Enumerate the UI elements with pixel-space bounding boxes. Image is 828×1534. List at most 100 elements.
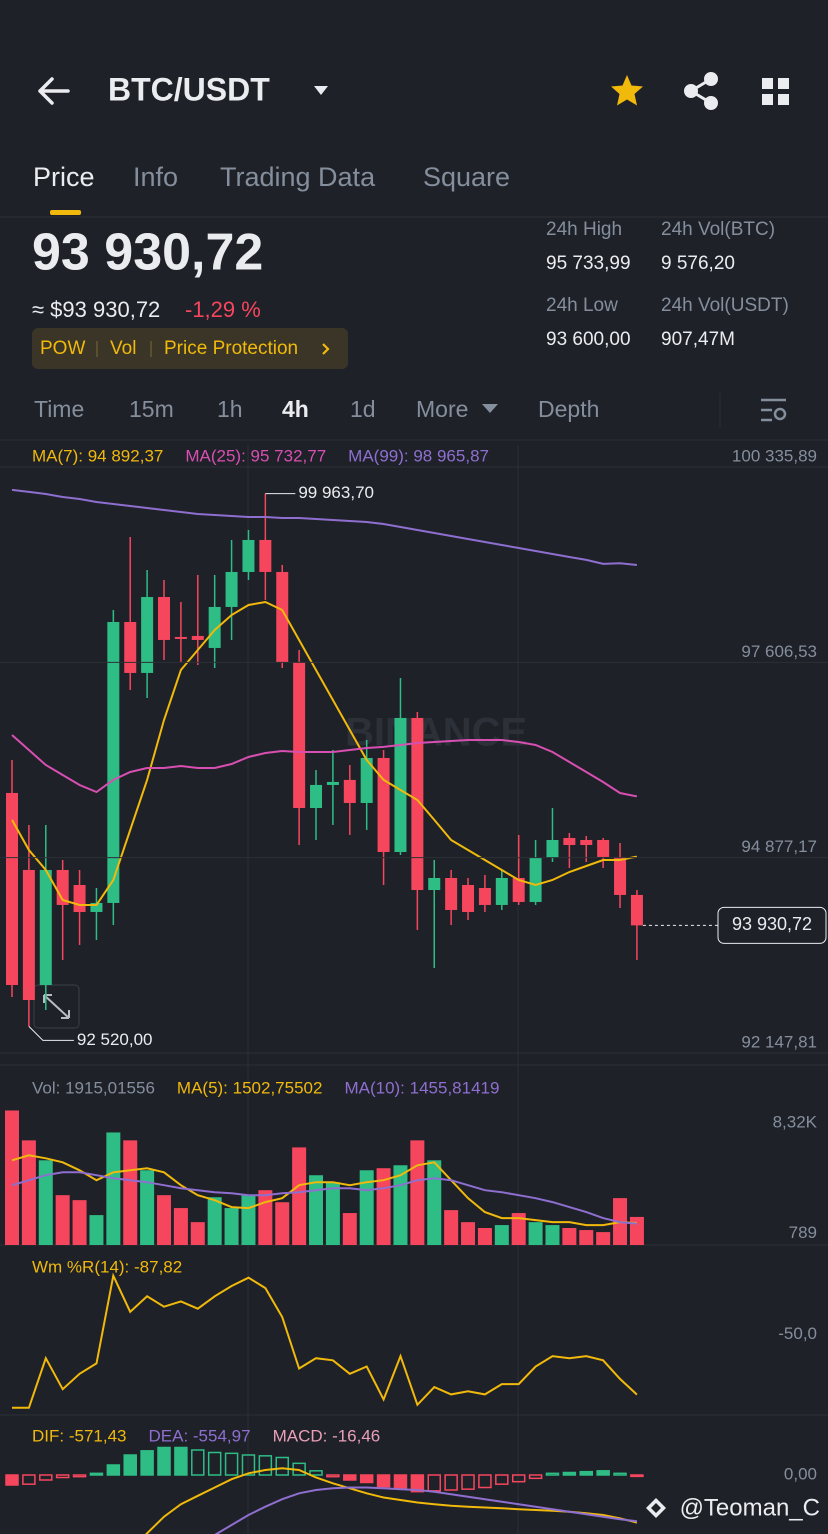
interval[interactable]: 4h xyxy=(282,396,309,422)
volume-bar xyxy=(342,1213,357,1245)
candle-body xyxy=(326,781,339,785)
macd-bar xyxy=(393,1474,408,1490)
macd-bar xyxy=(495,1474,509,1485)
candle-body xyxy=(360,757,373,803)
y-tick-label: 97 606,53 xyxy=(741,642,817,661)
candle-body xyxy=(158,597,171,640)
share-button[interactable] xyxy=(684,72,718,110)
stat-label: 24h Low xyxy=(546,295,618,316)
legend-entry: Wm %R(14): -87,82 xyxy=(32,1257,182,1276)
macd-bar xyxy=(140,1450,154,1476)
interval[interactable]: Time xyxy=(34,396,84,422)
volume-bar xyxy=(528,1222,543,1245)
stat-value: 95 733,99 xyxy=(546,253,631,274)
y-tick-label: -50,0 xyxy=(778,1324,817,1343)
candle-body xyxy=(445,877,458,910)
volume-bar xyxy=(292,1147,307,1245)
volume-bar xyxy=(444,1210,459,1245)
macd-bar xyxy=(224,1452,239,1476)
interval[interactable]: Depth xyxy=(538,396,599,422)
candle-body xyxy=(293,661,306,808)
pair-title[interactable]: BTC/USDT xyxy=(108,71,270,107)
volume-bar xyxy=(562,1228,577,1245)
tab[interactable]: Trading Data xyxy=(220,162,376,192)
candle-body xyxy=(107,621,120,903)
candle-body xyxy=(124,621,137,673)
candle-body xyxy=(597,839,610,857)
tab[interactable]: Square xyxy=(423,162,510,192)
volume-bar xyxy=(461,1222,476,1245)
tag-bar[interactable] xyxy=(32,328,348,369)
stat-label: 24h High xyxy=(546,219,622,240)
macd-bar xyxy=(326,1474,340,1478)
indicator-line xyxy=(11,1154,637,1227)
macd-bar xyxy=(562,1471,577,1476)
panel xyxy=(5,1446,644,1534)
macd-bar xyxy=(275,1456,289,1476)
volume-bar xyxy=(106,1132,121,1245)
legend-entry: MACD: -16,46 xyxy=(273,1426,381,1445)
expand-icon xyxy=(43,994,70,1019)
tag-chevron xyxy=(322,343,330,355)
interval[interactable]: More xyxy=(416,396,468,422)
volume-bar xyxy=(157,1195,172,1245)
macd-bar xyxy=(376,1474,391,1488)
candle-body xyxy=(22,869,35,1001)
indicator-line xyxy=(11,488,638,566)
macd-bar xyxy=(545,1472,560,1476)
pair-dropdown[interactable] xyxy=(314,86,328,95)
volume-bar xyxy=(596,1232,611,1245)
y-tick-label: 100 335,89 xyxy=(732,446,817,465)
candle-body xyxy=(411,717,424,891)
volume-bar xyxy=(275,1202,290,1245)
volume-bar xyxy=(207,1197,222,1245)
macd-bar xyxy=(630,1474,644,1478)
macd-bar xyxy=(444,1474,458,1491)
macd-bar xyxy=(174,1446,188,1476)
volume-bar xyxy=(241,1195,256,1245)
macd-bar xyxy=(157,1446,171,1476)
back-button[interactable] xyxy=(38,77,70,105)
candle-body xyxy=(39,869,52,985)
more-dropdown[interactable] xyxy=(482,404,498,413)
volume-bar xyxy=(123,1140,138,1245)
candle-body xyxy=(563,837,576,845)
candle-body xyxy=(259,539,272,572)
macd-bar xyxy=(191,1449,205,1476)
indicator-line xyxy=(214,1486,638,1534)
candle-body xyxy=(495,877,508,905)
tab[interactable]: Price xyxy=(33,162,95,192)
macd-bar xyxy=(123,1454,137,1476)
legend-entry: MA(99): 98 965,87 xyxy=(348,446,489,465)
tab[interactable]: Info xyxy=(133,162,178,192)
y-tick-label: 789 xyxy=(789,1223,817,1242)
legend-entry: MA(7): 94 892,37 xyxy=(32,446,163,465)
tag: POW xyxy=(40,338,85,359)
interval[interactable]: 1d xyxy=(350,396,376,422)
macd-bar xyxy=(39,1474,53,1481)
interval[interactable]: 15m xyxy=(129,396,174,422)
tag: Price Protection xyxy=(164,338,298,359)
macd-bar xyxy=(72,1474,87,1478)
macd-bar xyxy=(596,1470,610,1476)
y-tick-label: 94 877,17 xyxy=(741,837,817,856)
macd-bar xyxy=(5,1474,19,1486)
volume-bar xyxy=(21,1140,36,1245)
volume-bar xyxy=(427,1160,442,1245)
macd-bar xyxy=(511,1474,526,1483)
macd-bar xyxy=(343,1474,357,1481)
legend-entry: DIF: -571,43 xyxy=(32,1426,127,1445)
interval[interactable]: 1h xyxy=(217,396,243,422)
high-label: 99 963,70 xyxy=(298,483,374,502)
stat-value: 9 576,20 xyxy=(661,253,735,274)
favorite-star[interactable] xyxy=(611,75,643,106)
grid-menu[interactable] xyxy=(762,78,789,105)
low-pointer xyxy=(28,1025,74,1041)
chart-settings[interactable] xyxy=(761,398,787,422)
volume-bar xyxy=(511,1213,526,1245)
candle-body xyxy=(428,877,441,891)
last-price: 93 930,72 xyxy=(32,224,263,282)
candle-body xyxy=(462,885,475,912)
volume-bar xyxy=(190,1222,205,1245)
candle-body xyxy=(478,888,491,905)
